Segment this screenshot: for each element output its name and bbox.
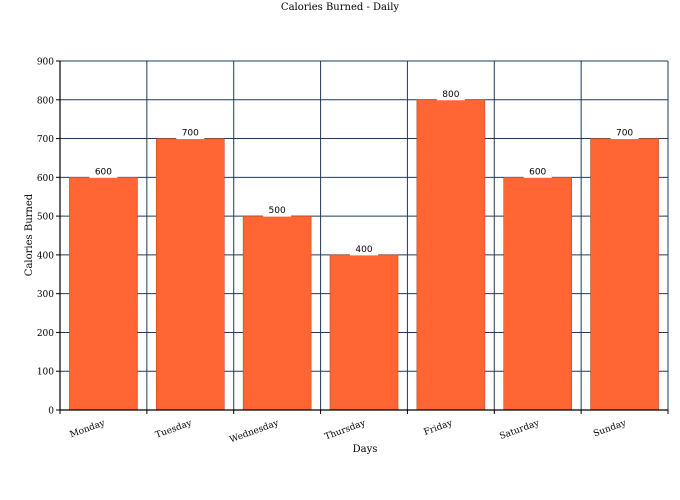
x-tick-label: Tuesday — [154, 418, 194, 441]
bar-tuesday — [155, 138, 225, 411]
data-labels: 600 700 500 400 800 600 700 — [89, 90, 639, 256]
x-tick-label: Sunday — [592, 418, 628, 439]
data-label: 400 — [355, 245, 372, 255]
y-tick-label: 500 — [37, 213, 54, 223]
y-tick-label: 200 — [37, 329, 54, 339]
y-tick-label: 600 — [37, 174, 54, 184]
bar-wednesday — [242, 215, 312, 411]
chart-title: Calories Burned - Daily — [281, 2, 399, 13]
x-axis-label: Days — [353, 444, 378, 455]
bar-monday — [69, 177, 138, 411]
x-tick-label: Friday — [423, 418, 455, 438]
data-label-bg — [176, 136, 205, 140]
x-tick-label: Monday — [69, 418, 108, 440]
y-tick-label: 400 — [37, 251, 54, 261]
data-label: 800 — [442, 90, 459, 100]
data-label-bg — [523, 175, 552, 178]
data-label-bg — [89, 175, 118, 178]
axes — [56, 60, 669, 414]
x-tick-label: Saturday — [498, 418, 541, 442]
data-label: 700 — [182, 129, 199, 139]
data-label: 700 — [616, 129, 633, 139]
bar-thursday — [329, 254, 399, 411]
data-label-bg — [610, 136, 639, 140]
y-tick-label: 700 — [37, 135, 54, 145]
bar-saturday — [503, 177, 573, 411]
data-label: 600 — [95, 167, 112, 177]
bar-sunday — [590, 138, 659, 411]
data-label: 600 — [529, 167, 546, 177]
data-label: 500 — [269, 206, 286, 216]
data-label-bg — [263, 214, 292, 217]
y-tick-label: 0 — [48, 407, 54, 417]
y-tick-labels: 0 100 200 300 400 500 600 700 800 900 — [37, 58, 54, 417]
x-tick-labels: Monday Tuesday Wednesday Thursday Friday Satu… — [69, 418, 629, 445]
y-axis-label: Calories Burned — [24, 193, 35, 276]
y-tick-label: 800 — [37, 96, 54, 106]
data-label-bg — [350, 252, 378, 256]
data-label-bg — [436, 97, 465, 101]
x-tick-label: Wednesday — [228, 418, 281, 445]
y-tick-label: 900 — [37, 58, 54, 68]
x-tick-label: Thursday — [323, 418, 367, 442]
bar-friday — [416, 99, 486, 411]
y-tick-label: 100 — [37, 368, 54, 378]
bars — [69, 99, 659, 411]
y-tick-label: 300 — [37, 290, 54, 300]
